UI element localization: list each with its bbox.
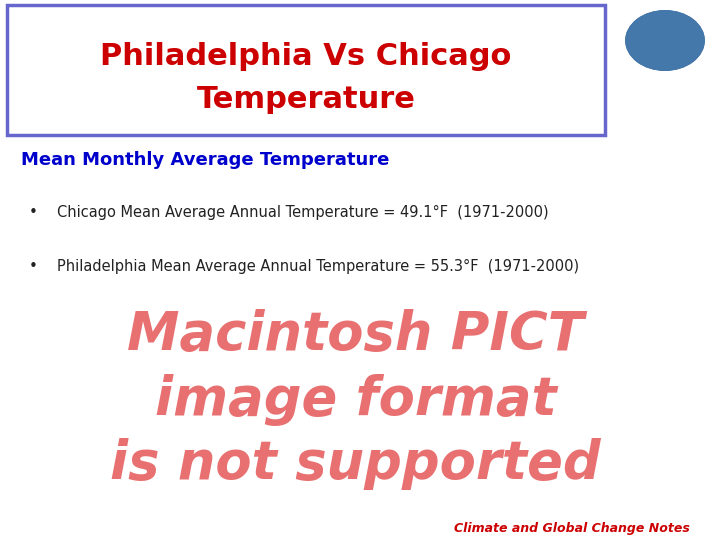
Text: 1-: 1-	[678, 16, 690, 29]
Text: Climate and Global Change Notes: Climate and Global Change Notes	[454, 522, 690, 535]
Text: Mean Monthly Average Temperature: Mean Monthly Average Temperature	[22, 151, 390, 169]
Text: Philadelphia Mean Average Annual Temperature = 55.3°F  (1971-2000): Philadelphia Mean Average Annual Tempera…	[57, 259, 579, 274]
Text: Macintosh PICT: Macintosh PICT	[127, 309, 584, 361]
FancyBboxPatch shape	[7, 5, 605, 135]
Text: Chicago Mean Average Annual Temperature = 49.1°F  (1971-2000): Chicago Mean Average Annual Temperature …	[57, 205, 549, 220]
Circle shape	[626, 11, 704, 70]
Text: •: •	[29, 259, 37, 274]
Text: is not supported: is not supported	[110, 438, 601, 490]
Text: Philadelphia Vs Chicago: Philadelphia Vs Chicago	[100, 42, 511, 71]
Text: Temperature: Temperature	[197, 85, 415, 114]
Text: image format: image format	[155, 374, 557, 426]
Circle shape	[626, 11, 704, 70]
Text: •: •	[29, 205, 37, 220]
